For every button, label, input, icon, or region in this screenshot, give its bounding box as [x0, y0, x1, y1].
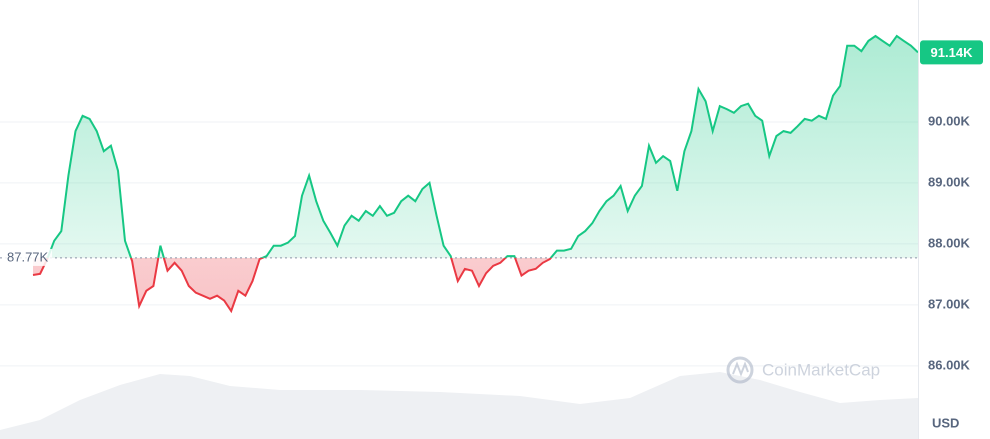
plot: 87.77K — [0, 34, 918, 314]
volume-area — [0, 372, 918, 439]
area-up — [47, 36, 918, 258]
current-price-badge — [920, 40, 983, 65]
y-tick-label: 88.00K — [928, 235, 971, 250]
y-tick-label: 86.00K — [928, 357, 971, 372]
baseline-label: 87.77K — [7, 249, 49, 264]
currency-label: USD — [932, 415, 959, 430]
price-line-up — [46, 34, 918, 258]
y-tick-label: 87.00K — [928, 296, 971, 311]
watermark: CoinMarketCap — [726, 356, 880, 384]
area-down — [33, 257, 918, 311]
watermark-text: CoinMarketCap — [762, 360, 880, 379]
y-tick-label: 89.00K — [928, 174, 971, 189]
y-tick-label: 90.00K — [928, 113, 971, 128]
baseline-label-bg — [4, 248, 52, 266]
price-line-down — [32, 257, 553, 314]
current-price-label: 91.14K — [931, 45, 974, 60]
